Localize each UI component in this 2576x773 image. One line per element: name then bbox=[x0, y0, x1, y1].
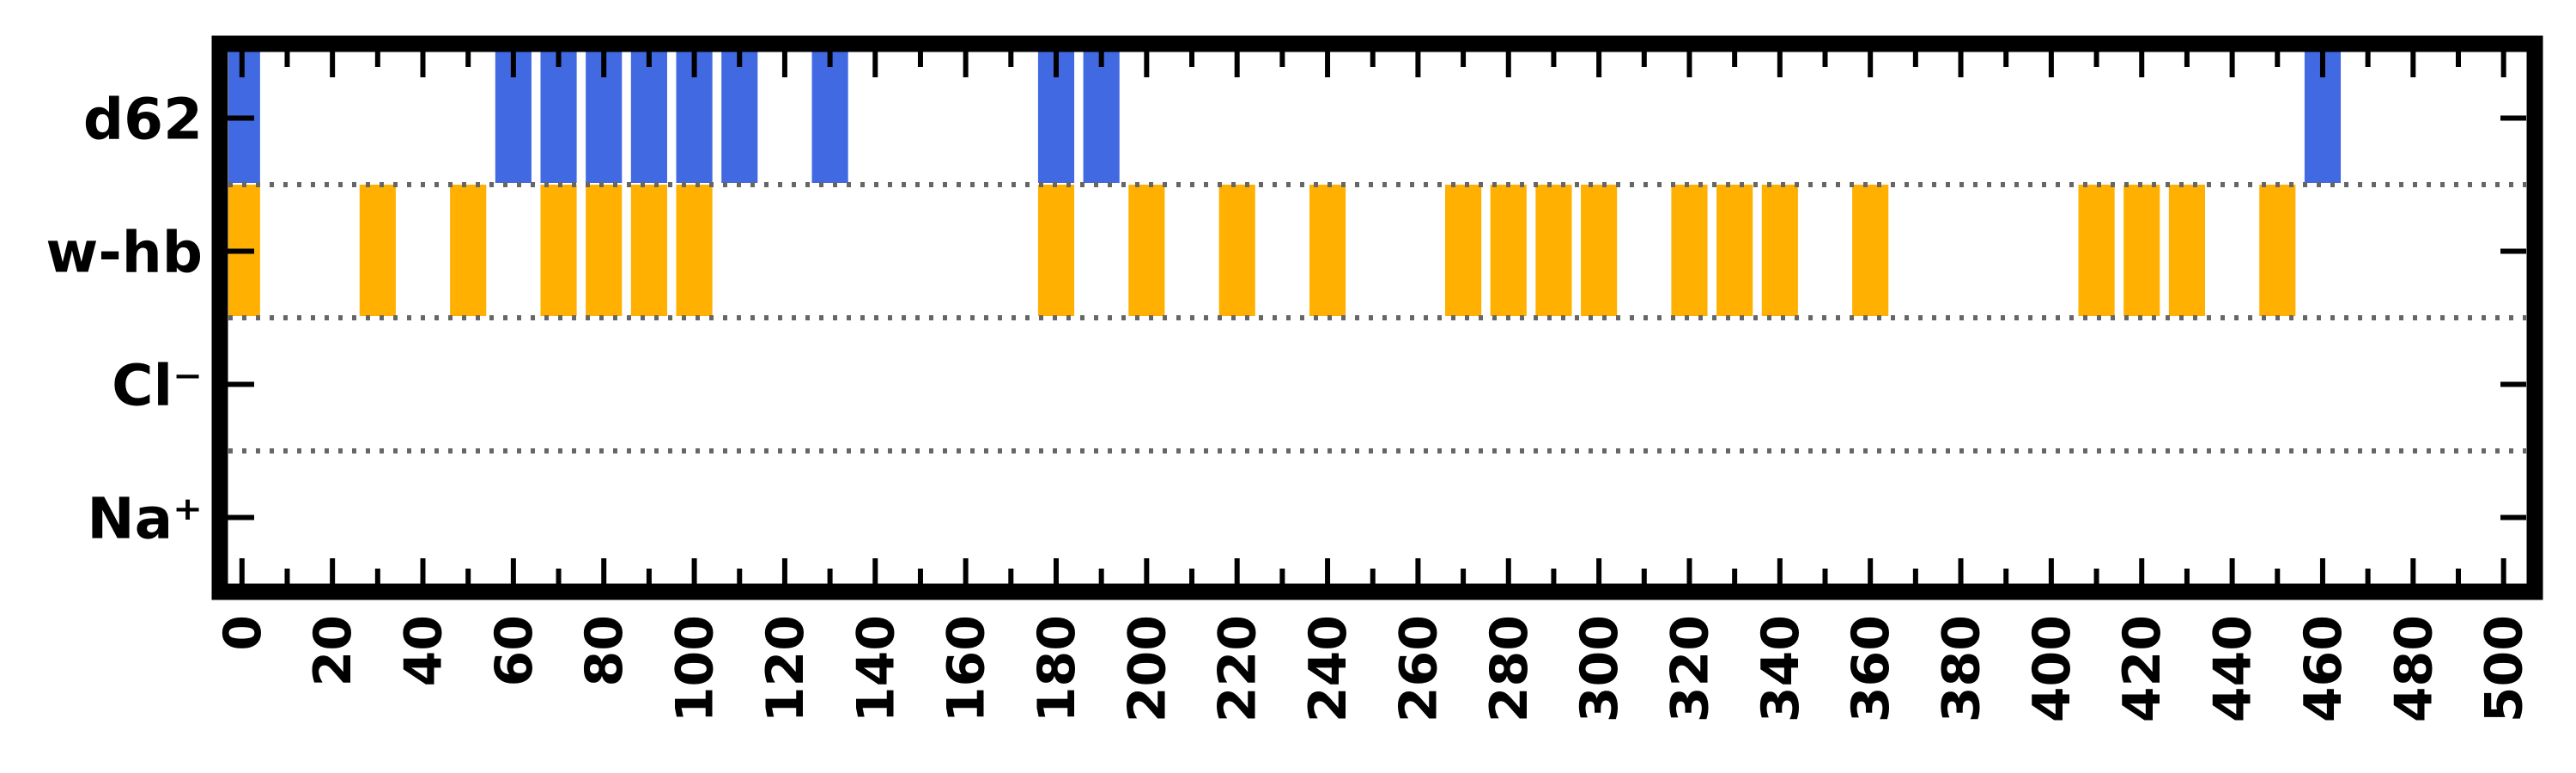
x-label: 420 bbox=[2112, 615, 2172, 722]
y-label-na: Na⁺ bbox=[87, 486, 203, 552]
y-label-w-hb: w-hb bbox=[46, 220, 203, 286]
x-label: 180 bbox=[1027, 615, 1087, 722]
x-label: 440 bbox=[2203, 615, 2263, 722]
x-label: 400 bbox=[2022, 615, 2082, 722]
interval-bar-w-hb bbox=[1535, 185, 1572, 316]
interval-bar-d62 bbox=[630, 52, 667, 183]
x-label: 200 bbox=[1117, 615, 1177, 722]
y-tick-labels: d62 w-hb Cl⁻ Na⁺ bbox=[46, 87, 203, 552]
interval-bar-w-hb bbox=[2259, 185, 2296, 316]
y-label-d62: d62 bbox=[83, 87, 203, 153]
interval-bar-w-hb bbox=[359, 185, 396, 316]
interval-bars bbox=[228, 52, 2342, 316]
interval-bar-w-hb bbox=[1128, 185, 1165, 316]
interval-bar-w-hb bbox=[1581, 185, 1618, 316]
x-label: 460 bbox=[2293, 615, 2354, 722]
x-label: 300 bbox=[1570, 615, 1630, 722]
interval-bar-w-hb bbox=[2168, 185, 2205, 316]
x-label: 340 bbox=[1751, 615, 1811, 722]
x-label: 40 bbox=[394, 615, 454, 687]
interval-bar-d62 bbox=[811, 52, 848, 183]
interval-bar-w-hb bbox=[1852, 185, 1889, 316]
x-label: 260 bbox=[1388, 615, 1449, 722]
x-label: 160 bbox=[937, 615, 997, 722]
x-label: 320 bbox=[1660, 615, 1720, 722]
interval-bar-w-hb bbox=[586, 185, 623, 316]
x-label: 140 bbox=[846, 615, 906, 722]
interval-bar-w-hb bbox=[1716, 185, 1753, 316]
x-label: 0 bbox=[213, 615, 273, 651]
x-label: 100 bbox=[665, 615, 726, 722]
interval-bar-d62 bbox=[721, 52, 758, 183]
x-label: 80 bbox=[574, 615, 635, 687]
interval-bar-w-hb bbox=[2078, 185, 2115, 316]
interval-bar-w-hb bbox=[1037, 185, 1075, 316]
y-label-cl: Cl⁻ bbox=[112, 353, 203, 419]
interval-bar-w-hb bbox=[1761, 185, 1798, 316]
x-label: 240 bbox=[1298, 615, 1358, 722]
interval-bar-w-hb bbox=[630, 185, 667, 316]
interval-bar-w-hb bbox=[1445, 185, 1482, 316]
interval-bar-d62 bbox=[540, 52, 577, 183]
interval-bar-w-hb bbox=[1218, 185, 1255, 316]
x-label: 360 bbox=[1841, 615, 1901, 722]
x-label: 480 bbox=[2384, 615, 2444, 722]
axis-ticks bbox=[216, 52, 2526, 584]
interval-bar-w-hb bbox=[540, 185, 577, 316]
x-label: 280 bbox=[1479, 615, 1540, 722]
interval-bar-w-hb bbox=[676, 185, 713, 316]
x-label: 20 bbox=[303, 615, 363, 687]
x-label: 380 bbox=[1932, 615, 1992, 722]
interval-bar-d62 bbox=[1083, 52, 1120, 183]
plot-frame bbox=[211, 35, 2543, 600]
interval-bar-w-hb bbox=[1490, 185, 1527, 316]
x-label: 60 bbox=[484, 615, 544, 687]
x-label: 500 bbox=[2475, 615, 2535, 722]
interval-bar-w-hb bbox=[2123, 185, 2160, 316]
x-tick-labels: 0 20 40 60 80 100 120 140 160 180 200 220 240 260 280 3… bbox=[213, 615, 2535, 722]
interval-bar-w-hb bbox=[1309, 185, 1346, 316]
x-label: 220 bbox=[1208, 615, 1268, 722]
x-label: 120 bbox=[756, 615, 816, 722]
interval-bar-w-hb bbox=[1671, 185, 1708, 316]
interval-bar-w-hb bbox=[450, 185, 487, 316]
